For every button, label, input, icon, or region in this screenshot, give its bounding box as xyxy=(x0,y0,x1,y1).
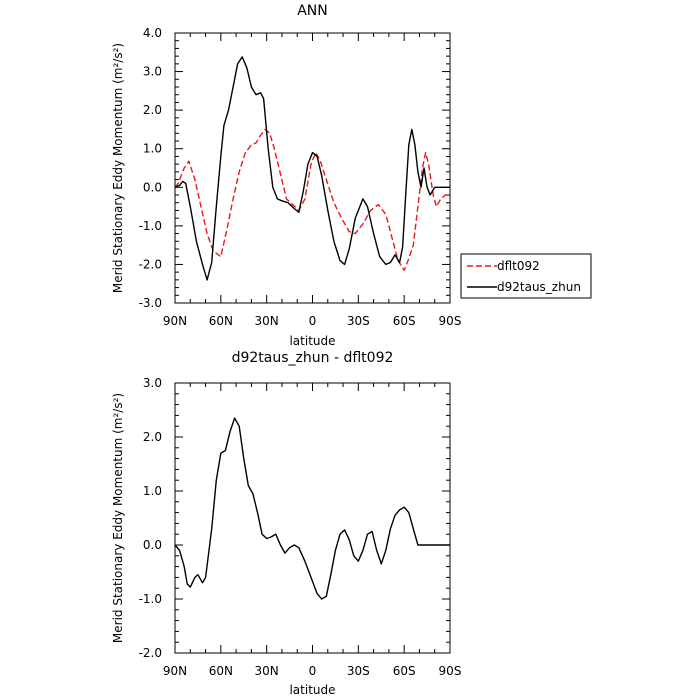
chart-title: d92taus_zhun - dflt092 xyxy=(232,350,394,366)
x-tick-label: 30S xyxy=(347,664,370,678)
plot-frame xyxy=(174,382,451,654)
y-tick-label: 1.0 xyxy=(143,484,162,498)
y-tick-label: -2.0 xyxy=(139,646,162,660)
chart-ann: ANN -3.0 -2.0 -1.0 0.0 1.0 2.0 3.0 4.0 90N 60N 30N 0… xyxy=(111,3,461,348)
x-tick-label: 0 xyxy=(309,664,317,678)
series-line-d92taus-zhun xyxy=(174,56,450,281)
y-axis-label: Merid Stationary Eddy Momentum (m²/s²) xyxy=(111,393,125,643)
x-tick-label: 60S xyxy=(393,664,416,678)
chart-title: ANN xyxy=(297,3,328,19)
legend-label: dflt092 xyxy=(497,259,540,273)
x-tick-label: 90N xyxy=(163,314,187,328)
legend-box xyxy=(460,253,592,299)
x-tick-label: 90N xyxy=(163,664,187,678)
y-tick-label: 0.0 xyxy=(143,538,162,552)
y-tick-label: 2.0 xyxy=(143,430,162,444)
plot-frame xyxy=(174,32,451,304)
chart-difference: d92taus_zhun - dflt092 -2.0 -1.0 0.0 1.0 2.0 3… xyxy=(111,350,461,697)
x-tick-label: 90S xyxy=(439,314,462,328)
y-axis-label: Merid Stationary Eddy Momentum (m²/s²) xyxy=(111,43,125,293)
x-tick-label: 30N xyxy=(255,664,279,678)
x-axis-label: latitude xyxy=(289,683,335,697)
y-tick-label: 1.0 xyxy=(143,142,162,156)
legend-label: d92taus_zhun xyxy=(497,280,581,294)
y-tick-label: -1.0 xyxy=(139,219,162,233)
x-tick-label: 0 xyxy=(309,314,317,328)
x-tick-label: 60S xyxy=(393,314,416,328)
y-tick-label: -2.0 xyxy=(139,257,162,271)
series-line-dflt092 xyxy=(174,128,450,271)
x-tick-label: 60N xyxy=(209,314,233,328)
y-tick-label: 3.0 xyxy=(143,65,162,79)
legend: dflt092 d92taus_zhun xyxy=(460,253,592,299)
x-tick-label: 30S xyxy=(347,314,370,328)
y-tick-label: 2.0 xyxy=(143,103,162,117)
x-tick-label: 60N xyxy=(209,664,233,678)
y-tick-label: 4.0 xyxy=(143,26,162,40)
y-tick-label: 0.0 xyxy=(143,180,162,194)
series-line-difference xyxy=(174,417,450,600)
y-tick-label: -1.0 xyxy=(139,592,162,606)
x-tick-label: 90S xyxy=(439,664,462,678)
y-tick-label: 3.0 xyxy=(143,376,162,390)
y-tick-label: -3.0 xyxy=(139,296,162,310)
x-axis-label: latitude xyxy=(289,334,335,348)
x-tick-label: 30N xyxy=(255,314,279,328)
